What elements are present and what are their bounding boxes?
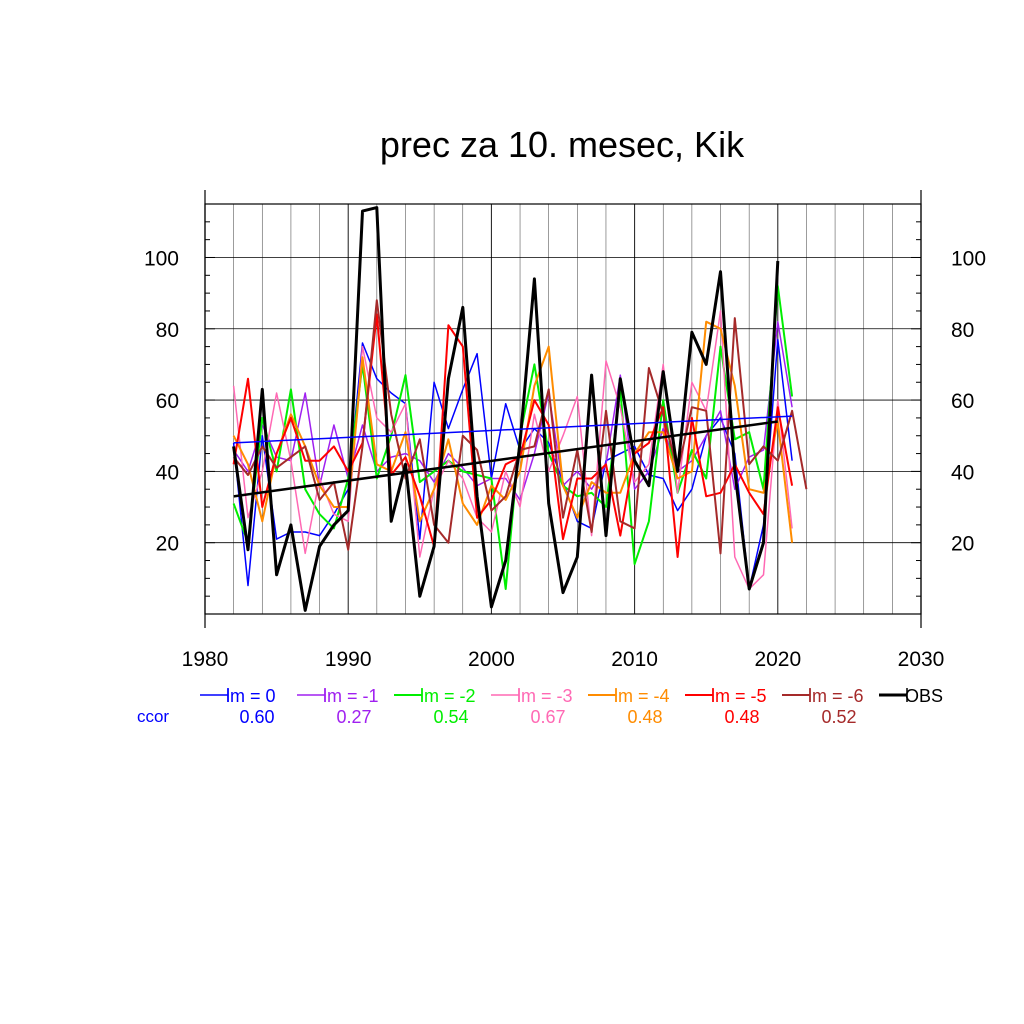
legend-label-2: lm = -2 xyxy=(420,686,476,706)
series-line-4 xyxy=(232,320,794,543)
y-tick-label-right: 60 xyxy=(951,390,974,413)
y-tick-label-left: 80 xyxy=(156,319,179,342)
legend-ccor-3: 0.67 xyxy=(530,707,565,727)
y-tick-label-right: 100 xyxy=(951,247,986,270)
legend-label-1: lm = -1 xyxy=(323,686,379,706)
ccor-label: ccor xyxy=(137,707,169,726)
y-tick-label-left: 40 xyxy=(156,461,179,484)
series-line-5 xyxy=(232,313,794,558)
legend-label-3: lm = -3 xyxy=(517,686,573,706)
trend-line-0 xyxy=(233,415,793,444)
series-line-7 xyxy=(232,206,780,612)
legend-ccor-4: 0.48 xyxy=(627,707,662,727)
legend-label-7: OBS xyxy=(905,686,943,706)
x-tick-label: 2000 xyxy=(468,648,515,671)
y-tick-label-right: 40 xyxy=(951,461,974,484)
x-tick-label: 2020 xyxy=(754,648,801,671)
legend-ccor-5: 0.48 xyxy=(724,707,759,727)
legend-ccor-0: 0.60 xyxy=(239,707,274,727)
x-tick-label: 1990 xyxy=(325,648,372,671)
y-tick-label-right: 20 xyxy=(951,533,974,556)
legend-label-5: lm = -5 xyxy=(711,686,767,706)
x-tick-label: 2010 xyxy=(611,648,658,671)
y-tick-label-left: 60 xyxy=(156,390,179,413)
legend-ccor-1: 0.27 xyxy=(336,707,371,727)
y-tick-label-left: 100 xyxy=(144,247,179,270)
legend-ccor-2: 0.54 xyxy=(433,707,468,727)
chart-title: prec za 10. mesec, Kik xyxy=(380,124,745,165)
x-tick-label: 1980 xyxy=(182,648,229,671)
legend-ccor-6: 0.52 xyxy=(821,707,856,727)
legend-label-4: lm = -4 xyxy=(614,686,670,706)
series-lines xyxy=(232,206,808,612)
trend-line-1 xyxy=(233,420,778,498)
x-tick-label: 2030 xyxy=(898,648,945,671)
legend-label-6: lm = -6 xyxy=(808,686,864,706)
y-tick-label-left: 20 xyxy=(156,533,179,556)
legend-label-0: lm = 0 xyxy=(226,686,276,706)
legend: ccor lm = 00.60 lm = -10.27 lm = -20.54 lm =… xyxy=(137,686,943,727)
y-tick-label-right: 80 xyxy=(951,319,974,342)
